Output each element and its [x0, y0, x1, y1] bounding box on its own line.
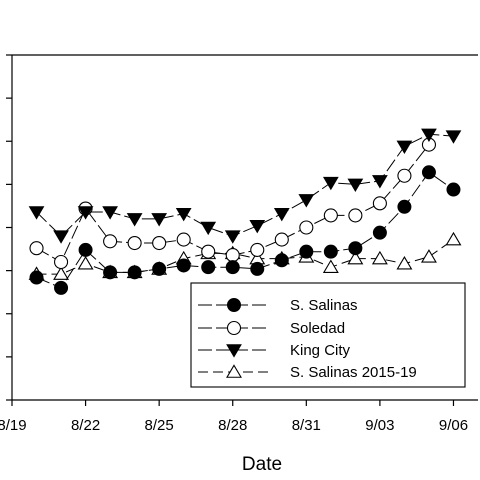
data-point [421, 165, 436, 180]
data-point [103, 234, 118, 249]
legend-label: King City [290, 342, 351, 359]
x-tick-label: 8/28 [218, 417, 247, 434]
data-point [176, 258, 191, 273]
data-point [299, 244, 314, 259]
data-point [396, 255, 413, 270]
series-line [36, 144, 430, 263]
x-tick-label: 8/25 [145, 417, 174, 434]
data-point [372, 225, 387, 240]
series-4 [28, 231, 462, 280]
x-axis-title: Date [242, 454, 282, 475]
data-point [225, 248, 240, 263]
data-point [127, 235, 142, 251]
data-point [396, 140, 413, 155]
y-axis-ticks [6, 54, 12, 401]
data-point [201, 244, 216, 259]
data-point [102, 206, 118, 220]
data-point [274, 253, 289, 268]
x-tick-label: 8/22 [71, 417, 100, 434]
series-line [36, 239, 454, 275]
x-axis-ticks: 8/19 8/22 8/25 8/28 8/31 9/03 9/06 [0, 400, 468, 434]
data-point [347, 250, 364, 265]
data-point [397, 199, 412, 214]
data-point [78, 242, 93, 257]
data-point [201, 260, 216, 275]
data-point [347, 178, 364, 193]
data-point [348, 241, 363, 256]
data-point [273, 207, 290, 222]
data-point [151, 213, 168, 227]
legend-marker [226, 344, 242, 358]
data-point [54, 280, 69, 295]
data-point [322, 176, 339, 191]
data-point [371, 250, 388, 265]
data-point [323, 244, 338, 259]
legend: S. Salinas Soledad King City S. Salinas 201… [190, 282, 466, 388]
data-point [323, 208, 338, 223]
data-point [176, 232, 191, 247]
legend-label: Soledad [290, 320, 345, 337]
data-point [250, 261, 265, 276]
data-point [53, 266, 70, 280]
data-point [103, 265, 118, 280]
series-3 [28, 128, 462, 244]
data-point [152, 235, 167, 251]
data-point [53, 230, 69, 244]
legend-entry: King City [198, 342, 351, 359]
data-point [445, 130, 462, 144]
data-point [28, 206, 45, 220]
data-point [175, 207, 192, 222]
legend-label: S. Salinas [290, 297, 358, 314]
legend-marker [226, 320, 242, 336]
data-point [54, 254, 69, 270]
legend-label: S. Salinas 2015-19 [290, 364, 417, 381]
data-point [29, 270, 44, 285]
data-point [372, 175, 388, 189]
data-point [225, 260, 240, 275]
series-2 [29, 137, 436, 270]
series-layer [28, 128, 462, 295]
x-tick-label: 8/19 [0, 417, 27, 434]
data-point [250, 242, 265, 257]
series-line [36, 171, 454, 289]
data-point [224, 230, 241, 244]
data-point [249, 220, 266, 234]
x-tick-label: 8/31 [292, 417, 321, 434]
data-point [152, 261, 167, 276]
data-point [126, 213, 143, 227]
data-point [372, 196, 387, 211]
series-line [36, 133, 454, 237]
data-point [200, 221, 217, 236]
data-point [298, 194, 315, 208]
series-1 [29, 165, 461, 295]
data-point [348, 208, 363, 223]
legend-entry: S. Salinas [198, 297, 358, 314]
data-point [77, 255, 94, 270]
data-point [445, 231, 462, 246]
data-point [29, 241, 44, 256]
x-tick-label: 9/06 [439, 417, 468, 434]
legend-marker [227, 298, 241, 312]
data-point [127, 265, 142, 280]
legend-entry: S. Salinas 2015-19 [198, 364, 417, 381]
legend-marker [226, 364, 242, 378]
data-point [322, 259, 339, 273]
legend-entry: Soledad [198, 320, 345, 337]
data-point [420, 249, 437, 263]
data-point [274, 232, 289, 247]
data-point [397, 168, 412, 183]
data-point [299, 220, 314, 235]
x-tick-label: 9/03 [365, 417, 394, 434]
data-point [77, 206, 94, 220]
data-point [446, 182, 461, 197]
data-point [421, 128, 437, 142]
